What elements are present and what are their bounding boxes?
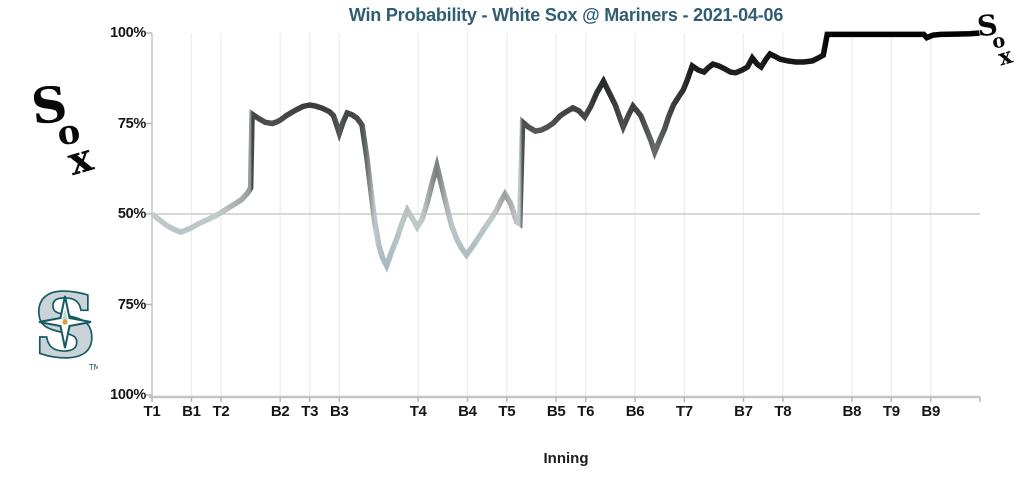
compass-rose-icon <box>38 295 92 349</box>
x-tick-label-T4: T4 <box>409 403 427 420</box>
y-tick-label-0: 100% <box>110 25 146 41</box>
x-tick-label-B9: B9 <box>921 403 940 420</box>
sox-letter-x: x <box>63 135 98 176</box>
mariners-letter-s: S <box>34 278 96 372</box>
x-tick-label-B7: B7 <box>734 403 753 420</box>
white-sox-logo: S o x <box>28 74 100 186</box>
x-tick-label-B2: B2 <box>270 403 290 420</box>
y-tick-label-3: 75% <box>117 296 146 313</box>
white-sox-logo-icon: S o x <box>28 74 100 186</box>
sox-letter-o: o <box>991 29 1007 54</box>
mariners-logo: S TM <box>32 274 100 378</box>
x-tick-label-T8: T8 <box>774 403 792 420</box>
x-tick-label-B4: B4 <box>458 403 477 420</box>
line-end-white-sox-logo: S o x <box>975 8 1018 72</box>
sox-letter-s: S <box>976 12 999 43</box>
line-end-white-sox-logo-icon: S o x <box>975 8 1017 72</box>
x-tick-label-B1: B1 <box>182 403 201 420</box>
mariners-logo-icon: S TM <box>32 274 100 378</box>
sox-letter-s: S <box>34 82 70 136</box>
y-tick-label-1: 75% <box>117 115 146 132</box>
x-tick-label-T5: T5 <box>498 403 516 420</box>
x-axis-tick-marks <box>151 397 981 402</box>
x-tick-label-B8: B8 <box>842 403 862 420</box>
x-tick-label-T7: T7 <box>675 403 693 420</box>
x-tick-label-B3: B3 <box>329 403 349 420</box>
win-probability-line <box>150 30 981 273</box>
chart-title: Win Probability - White Sox @ Mariners -… <box>348 5 784 25</box>
x-tick-label-T2: T2 <box>212 403 230 420</box>
trademark-label: TM <box>88 363 98 372</box>
y-tick-label-2: 50% <box>117 206 146 222</box>
y-tick-label-4: 100% <box>110 387 146 403</box>
sox-letter-x: x <box>995 43 1016 66</box>
x-axis-title: Inning <box>543 450 589 467</box>
x-tick-label-T9: T9 <box>882 403 900 420</box>
x-tick-label-T3: T3 <box>301 403 319 420</box>
x-tick-label-B5: B5 <box>546 403 566 420</box>
x-tick-label-B6: B6 <box>625 403 645 420</box>
x-tick-label-T6: T6 <box>577 403 595 420</box>
x-tick-label-T1: T1 <box>143 403 161 420</box>
y-axis-tick-marks <box>145 32 152 396</box>
inning-gridlines <box>190 33 932 397</box>
